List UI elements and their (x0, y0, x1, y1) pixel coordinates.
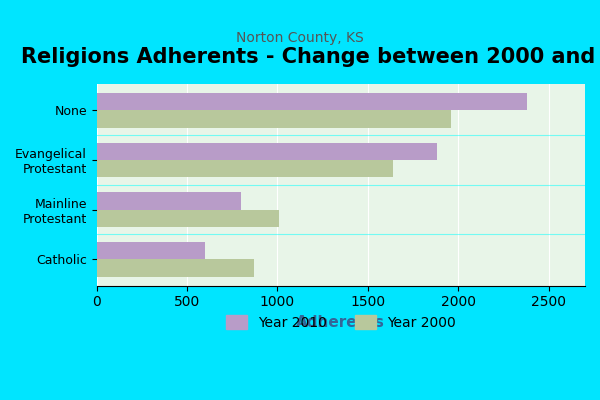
Legend: Year 2010, Year 2000: Year 2010, Year 2000 (221, 309, 461, 335)
Bar (97, 160, 393, 177)
Bar (97, 210, 279, 227)
Bar (97, 242, 205, 259)
Text: Norton County, KS: Norton County, KS (236, 31, 364, 45)
X-axis label: Adherents: Adherents (296, 315, 385, 330)
Bar (97, 110, 451, 128)
Bar (97, 93, 527, 110)
Title: Religions Adherents - Change between 2000 and 2010: Religions Adherents - Change between 200… (21, 47, 600, 67)
Bar (97, 143, 437, 160)
Bar (97, 192, 241, 210)
Bar (97, 259, 254, 276)
